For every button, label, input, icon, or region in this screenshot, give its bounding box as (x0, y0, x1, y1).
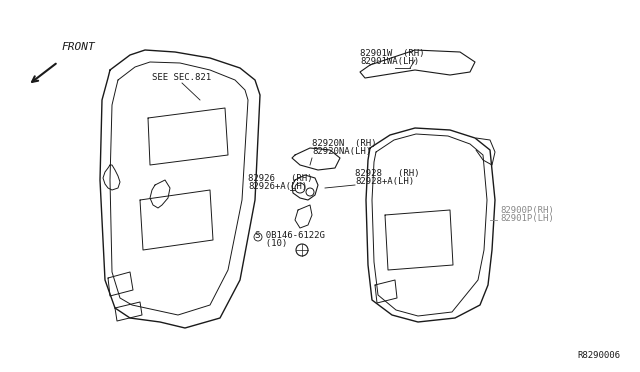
Text: 82901W  (RH): 82901W (RH) (360, 49, 424, 58)
Text: 82901WA(LH): 82901WA(LH) (360, 57, 419, 66)
Text: 82920N  (RH): 82920N (RH) (312, 139, 376, 148)
Text: S 0B146-6122G: S 0B146-6122G (255, 231, 325, 240)
Text: 82928+A(LH): 82928+A(LH) (355, 177, 414, 186)
Text: 82926+A(LH): 82926+A(LH) (248, 182, 307, 191)
Text: R8290006: R8290006 (577, 351, 620, 360)
Text: (10): (10) (255, 239, 287, 248)
Text: 82926   (RH): 82926 (RH) (248, 174, 312, 183)
Text: SEE SEC.821: SEE SEC.821 (152, 73, 212, 82)
Text: FRONT: FRONT (62, 42, 96, 52)
Text: 82920NA(LH): 82920NA(LH) (312, 147, 371, 156)
Text: 82928   (RH): 82928 (RH) (355, 169, 419, 178)
Text: 82901P(LH): 82901P(LH) (500, 214, 554, 223)
Text: 82900P(RH): 82900P(RH) (500, 206, 554, 215)
